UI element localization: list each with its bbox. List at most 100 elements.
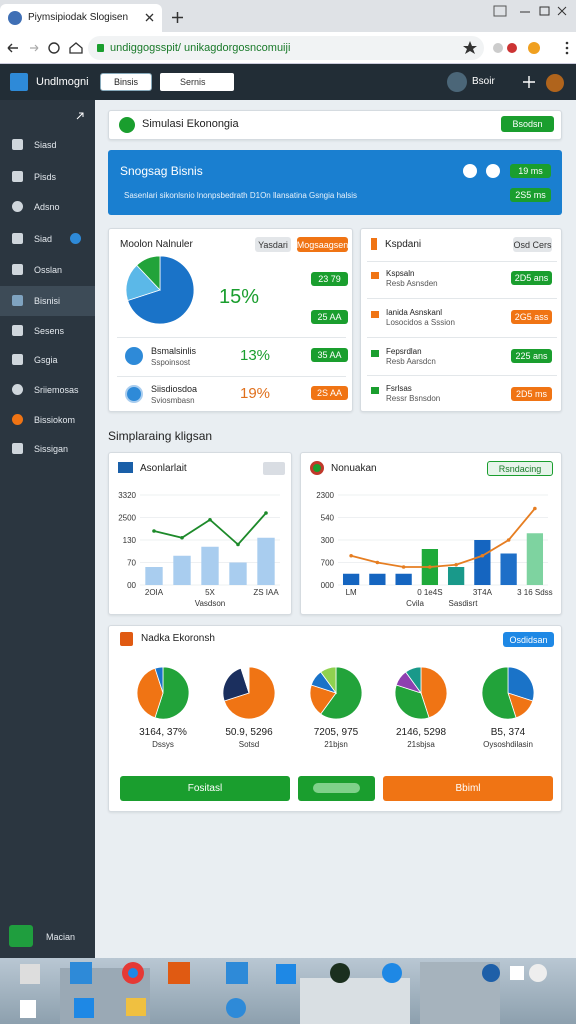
url: undiggogsspit/ unikagdorgosncomuiji: [110, 42, 291, 54]
summary-percent: 15%: [219, 286, 260, 308]
row-sub: Losocidos a Sssion: [386, 318, 455, 327]
row-sub: Sviosmbasn: [151, 396, 195, 405]
chart-card: Asonlarlait: [108, 452, 292, 615]
summary-tab[interactable]: Yasdari: [255, 237, 291, 252]
row-icon: [371, 311, 379, 318]
badge: 2G5 ass: [511, 310, 552, 324]
tab-bar: Piymsipiodak Slogisen: [0, 0, 576, 32]
label: Sesens: [34, 326, 65, 336]
banner-button[interactable]: 19 ms: [510, 164, 551, 178]
toolbar-icons[interactable]: [462, 40, 572, 56]
row-name: Kspsaln: [386, 269, 415, 278]
row-percent: 13%: [240, 347, 271, 364]
media-title: Nadka Ekoronsh: [141, 633, 215, 644]
badge: 2D5 ans: [511, 271, 552, 285]
badge: 2D5 ms: [511, 387, 552, 401]
top-icon: [119, 117, 135, 133]
row-icon: [125, 347, 143, 365]
nav-buttons[interactable]: [6, 41, 86, 55]
media-card: Nadka Ekoronsh Osdidsan Fositasl Bbiml: [108, 625, 562, 812]
chart-menu[interactable]: [263, 462, 285, 475]
row-name: Fepsrdlan: [386, 347, 422, 356]
label: Sissigan: [34, 444, 69, 454]
label: Pisds: [34, 172, 57, 182]
row-icon: [371, 350, 379, 357]
url-field[interactable]: undiggogsspit/ unikagdorgosncomuiji: [88, 36, 484, 60]
summary-tab[interactable]: Mogsaagsen: [297, 237, 348, 252]
collapse-icon[interactable]: [76, 112, 84, 120]
label: Bissiokom: [34, 415, 76, 425]
summary-card: Moolon Nalnuler Yasdari Mogsaagsen 15% 2…: [108, 228, 353, 412]
user-avatar[interactable]: [447, 72, 467, 92]
sidebar-footer[interactable]: Macian: [46, 932, 76, 942]
chart-title: Asonlarlait: [140, 463, 187, 474]
taskbar-icons[interactable]: [0, 958, 576, 1024]
header-button[interactable]: Binsis: [100, 73, 152, 91]
row-icon: [371, 272, 379, 279]
action-button[interactable]: Fositasl: [120, 776, 290, 801]
banner-next[interactable]: [486, 164, 500, 178]
report-icon: [371, 238, 377, 250]
top-title: Simulasi Ekonongia: [142, 118, 239, 130]
label: Bisnisi: [34, 296, 61, 306]
row-name: Ianida Asnskanl: [386, 308, 443, 317]
row-sub: Sspoinsost: [151, 358, 191, 367]
window-controls[interactable]: [492, 4, 572, 18]
row-name: Bsmalsinlis: [151, 346, 197, 356]
top-button[interactable]: Bsodsn: [501, 116, 554, 132]
banner-prev[interactable]: [463, 164, 477, 178]
action-button[interactable]: [298, 776, 375, 801]
action-button[interactable]: Bbiml: [383, 776, 553, 801]
report-card: Kspdani Osd Cers Kspsaln Resb Asnsden 2D…: [360, 228, 562, 412]
chart-title: Nonuakan: [331, 463, 377, 474]
label: Sriiemosas: [34, 385, 79, 395]
summary-title: Moolon Nalnuler: [120, 239, 193, 250]
tab-title: Piymsipiodak Slogisen: [28, 12, 129, 23]
chart-button[interactable]: Rsndacing: [487, 461, 553, 476]
report-button[interactable]: Osd Cers: [513, 237, 552, 252]
header-icons[interactable]: [522, 74, 566, 92]
chart-card: Nonuakan Rsndacing: [300, 452, 562, 615]
top-card: Simulasi Ekonongia Bsodsn: [108, 110, 562, 140]
app-logo: [10, 73, 28, 91]
taskbar: [0, 958, 576, 1024]
label: Adsno: [34, 202, 60, 212]
row-icon: [125, 385, 143, 403]
badge: 225 ans: [511, 349, 552, 363]
app-name: Undlmogni: [36, 76, 89, 88]
tab[interactable]: Piymsipiodak Slogisen: [0, 4, 162, 32]
row-name: Siisdiosdoa: [151, 384, 198, 394]
banner-button[interactable]: 2S5 ms: [510, 188, 551, 202]
address-bar: undiggogsspit/ unikagdorgosncomuiji: [0, 32, 576, 64]
banner-title: Snogsag Bisnis: [120, 164, 203, 178]
section-title: Simplaraing kligsan: [108, 429, 213, 443]
banner: Snogsag Bisnis Sasenlari sikonlsnio lnon…: [108, 150, 562, 215]
label: Siad: [34, 234, 53, 244]
row-name: Fsrlsas: [386, 384, 412, 393]
row-sub: Resb Aarsdcn: [386, 357, 436, 366]
row-sub: Ressr Bsnsdon: [386, 394, 441, 403]
row-percent: 19%: [240, 385, 271, 402]
search-placeholder: Sernis: [180, 77, 206, 87]
row-icon: [371, 387, 379, 394]
lock-icon: [97, 44, 104, 52]
media-icon: [120, 632, 133, 646]
user-name[interactable]: Bsoir: [472, 76, 495, 87]
sidebar: Siasd Pisds Adsno Siad Osslan Bisnisi Se…: [0, 100, 95, 958]
label: Siasd: [34, 140, 57, 150]
media-button[interactable]: Osdidsan: [503, 632, 554, 647]
chart-icon: [310, 461, 324, 475]
badge: 2S AA: [311, 386, 348, 400]
favicon: [8, 11, 22, 25]
new-tab[interactable]: [172, 12, 183, 23]
label: Osslan: [34, 265, 63, 275]
footer-icon: [9, 925, 33, 947]
chart-icon: [118, 462, 133, 473]
row-sub: Resb Asnsden: [386, 279, 438, 288]
report-title: Kspdani: [385, 239, 422, 250]
badge: 25 AA: [311, 310, 348, 324]
tab-close[interactable]: [145, 13, 154, 22]
search-box[interactable]: Sernis: [160, 73, 234, 91]
app-header: Undlmogni Binsis Sernis Bsoir: [0, 64, 576, 100]
